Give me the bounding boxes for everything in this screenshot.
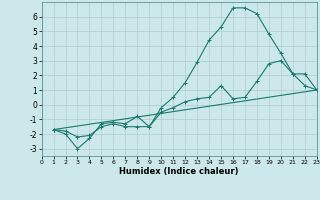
X-axis label: Humidex (Indice chaleur): Humidex (Indice chaleur)	[119, 167, 239, 176]
